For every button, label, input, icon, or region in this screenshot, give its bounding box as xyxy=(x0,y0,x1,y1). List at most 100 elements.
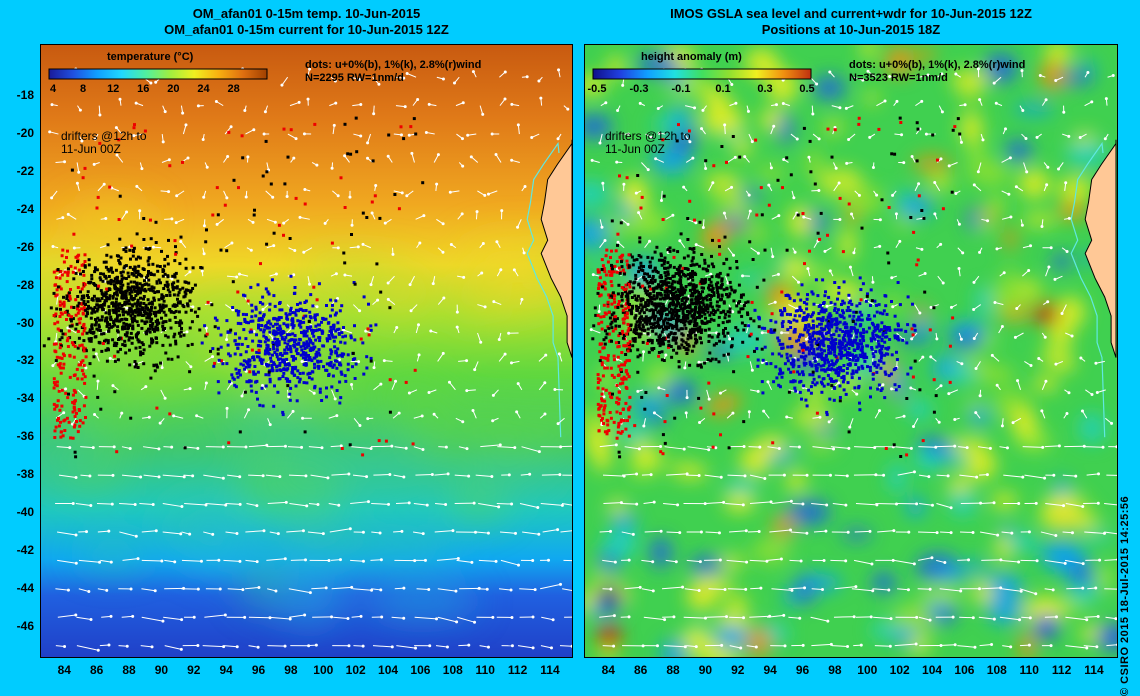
current-arrow xyxy=(437,616,459,624)
drifter-dot xyxy=(140,341,144,345)
drifter-dot xyxy=(270,366,274,370)
drifter-dot xyxy=(388,410,392,414)
drifter-dot xyxy=(617,364,621,368)
shelf-contour xyxy=(526,141,562,438)
drifter-dot xyxy=(604,273,608,277)
current-arrow xyxy=(598,133,603,145)
drifter-dot xyxy=(97,340,101,344)
current-arrow xyxy=(141,529,158,533)
drifter-dot xyxy=(58,408,62,412)
current-arrow xyxy=(746,645,758,649)
drifter-dot xyxy=(848,314,852,318)
current-arrow xyxy=(57,613,78,618)
temperature-eddy xyxy=(295,253,403,283)
current-arrow xyxy=(749,361,754,372)
drifter-dot xyxy=(672,348,675,352)
current-arrow xyxy=(538,353,548,362)
drifter-dot xyxy=(789,354,793,358)
drifter-dot xyxy=(798,390,802,394)
drifter-dot xyxy=(262,314,265,318)
current-arrow xyxy=(215,218,224,226)
drifter-dot xyxy=(676,250,680,254)
drifter-dot xyxy=(298,307,302,311)
drifter-dot xyxy=(259,344,263,348)
current-arrow xyxy=(308,389,316,395)
drifter-dot xyxy=(149,312,153,316)
current-arrow xyxy=(248,443,269,448)
drifter-dot xyxy=(888,338,892,341)
drifter-dot xyxy=(119,256,123,260)
drifter-dot xyxy=(841,250,845,254)
current-arrow xyxy=(139,162,144,171)
drifter-dot xyxy=(362,295,366,299)
drifter-dot xyxy=(704,159,708,163)
drifter-dot xyxy=(619,431,623,435)
drifter-dot xyxy=(172,335,176,339)
current-arrow xyxy=(1044,615,1058,619)
drifter-dot xyxy=(96,297,100,301)
drifter-dot xyxy=(282,233,285,237)
sea-level-eddy xyxy=(750,221,766,245)
drifter-dot xyxy=(337,327,341,331)
current-arrow xyxy=(267,588,278,593)
sea-level-map-panel[interactable]: height anomaly (m) -0.5 -0.3 -0.1 0.1 0.3 0.5… xyxy=(584,44,1118,658)
current-arrow xyxy=(1084,70,1090,78)
drifter-dot xyxy=(130,341,134,345)
current-arrow xyxy=(1042,246,1053,250)
drifter-dot xyxy=(847,202,851,206)
drifter-dot xyxy=(712,164,716,168)
drifter-dot xyxy=(819,341,822,344)
drifter-dot xyxy=(785,352,789,356)
drifter-dot xyxy=(277,318,281,321)
current-arrow xyxy=(638,101,645,107)
drifter-dot xyxy=(144,289,148,293)
drifter-dot xyxy=(821,340,825,344)
drifter-dot xyxy=(730,288,734,292)
current-arrow xyxy=(56,531,78,537)
australia-coast-left xyxy=(526,139,572,438)
drifter-dot xyxy=(660,283,664,287)
current-arrow xyxy=(66,212,77,220)
drifter-dot xyxy=(296,369,300,373)
drifter-dot xyxy=(717,332,721,336)
temperature-map-panel[interactable]: temperature (°C) 4 8 12 16 20 24 28 dots: u+0%… xyxy=(40,44,573,658)
drifter-dot xyxy=(69,319,73,323)
drifter-dot xyxy=(692,344,696,348)
drifter-dot xyxy=(877,342,881,346)
current-arrow xyxy=(540,503,564,507)
current-arrow xyxy=(501,473,511,477)
drifter-dot xyxy=(596,268,600,272)
drifter-dot xyxy=(337,332,341,336)
drifter-dot xyxy=(313,384,317,388)
drifter-dot xyxy=(853,340,857,344)
drifter-dot xyxy=(346,353,350,357)
current-arrow xyxy=(663,503,680,507)
drifter-dot xyxy=(624,353,628,356)
drifter-dot xyxy=(794,389,798,393)
drifter-dot xyxy=(294,349,298,353)
drifter-dot xyxy=(792,318,796,322)
drifter-dot xyxy=(313,314,317,318)
drifter-dot xyxy=(635,258,639,262)
drifter-dot xyxy=(600,397,604,401)
drifter-dot xyxy=(620,292,624,295)
drifter-dot xyxy=(659,274,663,277)
drifter-dot xyxy=(57,416,60,420)
drifter-dot xyxy=(291,320,295,324)
drifter-dot xyxy=(80,302,84,306)
drifter-dot xyxy=(318,390,322,394)
drifter-dot xyxy=(660,325,664,329)
drifter-dot xyxy=(702,308,706,312)
drifter-dot xyxy=(107,309,111,313)
drifter-dot xyxy=(54,425,58,429)
current-arrow xyxy=(437,351,445,362)
drifter-dot xyxy=(615,436,619,440)
drifter-dot xyxy=(359,337,363,341)
current-arrow xyxy=(352,304,362,313)
drifter-dot xyxy=(268,377,272,381)
drifter-dot xyxy=(690,308,694,312)
drifter-dot xyxy=(657,351,661,354)
current-arrow xyxy=(392,411,401,419)
drifter-dot xyxy=(797,338,801,342)
drifter-dot xyxy=(334,299,338,303)
